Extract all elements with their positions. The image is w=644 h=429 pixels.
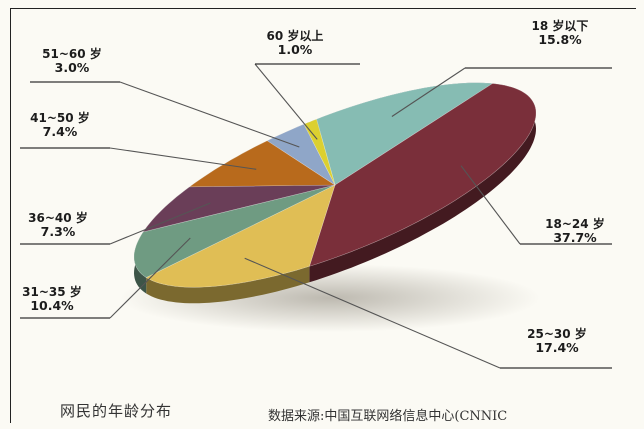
pie-slice-1 bbox=[308, 83, 537, 267]
slice-value-label-6: 3.0% bbox=[55, 60, 90, 75]
slice-name-label-5: 41~50 岁 bbox=[30, 110, 90, 125]
slice-name-label-4: 36~40 岁 bbox=[28, 210, 88, 225]
slice-name-label-1: 18~24 岁 bbox=[545, 216, 605, 231]
slice-value-label-2: 17.4% bbox=[535, 340, 579, 355]
slice-name-label-2: 25~30 岁 bbox=[527, 326, 587, 341]
pie-slice-6 bbox=[266, 123, 336, 186]
leader-line-6 bbox=[119, 81, 300, 148]
pie-slice-5 bbox=[188, 140, 336, 188]
pie-slice-2 bbox=[145, 184, 336, 288]
slice-name-label-7: 60 岁以上 bbox=[267, 28, 324, 43]
slice-value-label-7: 1.0% bbox=[278, 42, 313, 57]
slice-value-label-0: 15.8% bbox=[538, 32, 582, 47]
leader-line-1 bbox=[460, 165, 521, 245]
slice-name-label-3: 31~35 岁 bbox=[22, 284, 82, 299]
chart-caption: 网民的年龄分布 bbox=[60, 402, 173, 420]
pie-slice-4 bbox=[142, 184, 336, 233]
slice-value-label-5: 7.4% bbox=[43, 124, 78, 139]
chart-frame bbox=[10, 8, 636, 423]
slice-side-2 bbox=[146, 266, 310, 304]
pie-slice-0 bbox=[316, 82, 494, 186]
pie-slices bbox=[133, 82, 537, 304]
slice-name-label-6: 51~60 岁 bbox=[42, 46, 102, 61]
leader-line-4 bbox=[109, 202, 211, 245]
slice-value-label-4: 7.3% bbox=[41, 224, 76, 239]
leader-line-2 bbox=[244, 257, 501, 369]
slice-value-label-3: 10.4% bbox=[30, 298, 74, 313]
leader-line-7 bbox=[254, 63, 318, 140]
slice-name-label-0: 18 岁以下 bbox=[532, 18, 589, 33]
leader-line-5 bbox=[109, 147, 257, 170]
slice-value-label-1: 37.7% bbox=[553, 230, 597, 245]
pie-slice-3 bbox=[133, 184, 336, 278]
leader-line-3 bbox=[109, 237, 191, 319]
chart-source: 数据来源:中国互联网络信息中心(CNNIC bbox=[268, 409, 508, 424]
leader-line-0 bbox=[391, 67, 466, 117]
